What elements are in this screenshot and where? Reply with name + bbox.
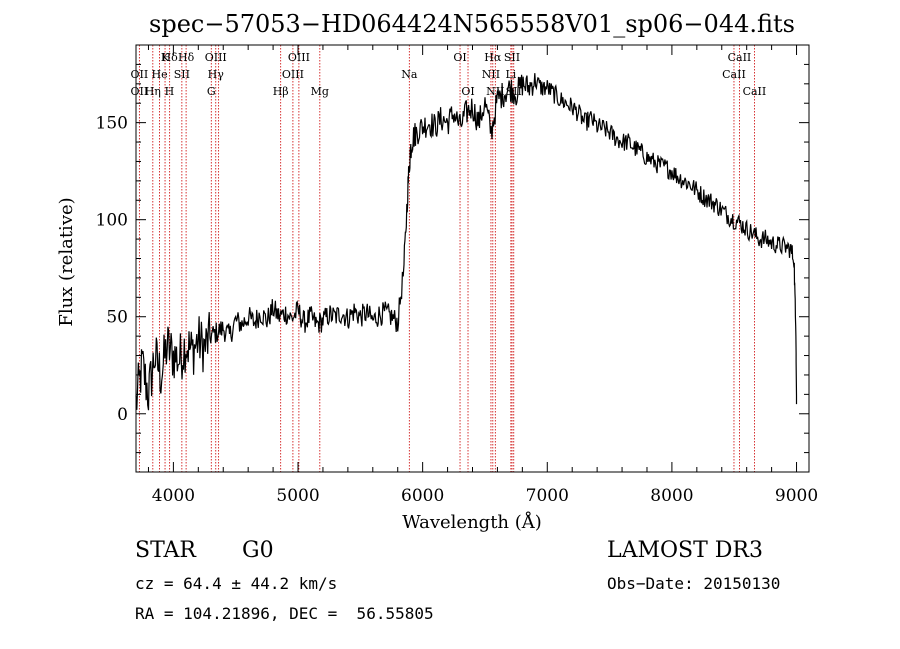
line-label: SII (504, 51, 520, 64)
y-tick-label: 50 (106, 308, 128, 328)
line-label: CaII (728, 51, 752, 64)
line-label: SII (174, 68, 190, 81)
line-label: CaII (743, 85, 767, 98)
x-tick-label: 4000 (152, 486, 195, 506)
line-label: OIII (205, 51, 227, 64)
line-label: Hγ (208, 68, 225, 81)
redshift-cz: cz = 64.4 ± 44.2 km/s (135, 574, 338, 593)
line-label: Hα (484, 51, 502, 64)
object-class: STAR (135, 538, 196, 563)
line-label: OI (453, 51, 466, 64)
y-axis-ticks: 0 50 100 150 (96, 63, 809, 454)
line-label: Hβ (273, 85, 289, 98)
chart-title: spec−57053−HD064424N565558V01_sp06−044.f… (149, 10, 795, 38)
line-label: Hδ (178, 51, 195, 64)
x-axis-ticks: 4000 5000 6000 7000 8000 9000 (147, 45, 818, 506)
spectrum-line (135, 73, 798, 411)
y-axis-label: Flux (relative) (56, 197, 77, 326)
obs-date: Obs−Date: 20150130 (607, 574, 781, 593)
line-label: CaII (722, 68, 746, 81)
subclass: G0 (242, 538, 274, 563)
line-label: He (152, 68, 168, 81)
x-tick-label: 5000 (276, 486, 319, 506)
line-label: G (207, 85, 216, 98)
y-tick-label: 150 (96, 114, 128, 134)
line-label: NII (482, 68, 500, 81)
coordinates: RA = 104.21896, DEC = 56.55805 (135, 604, 434, 623)
y-tick-label: 0 (117, 405, 128, 425)
line-label: H (165, 85, 175, 98)
y-tick-label: 100 (96, 211, 128, 231)
line-label: OII (131, 68, 149, 81)
line-label: OII (131, 85, 149, 98)
line-label: Na (401, 68, 418, 81)
x-axis-label: Wavelength (Å) (402, 511, 542, 533)
x-tick-label: 9000 (775, 486, 818, 506)
x-tick-label: 6000 (401, 486, 444, 506)
line-label: Hη (145, 85, 161, 98)
line-label: Mg (311, 85, 329, 98)
spectral-line-markers (138, 45, 755, 472)
line-label: OI (461, 85, 474, 98)
line-label: Hδ (162, 51, 179, 64)
x-tick-label: 8000 (650, 486, 693, 506)
line-label: OIII (282, 68, 304, 81)
line-label: OIII (288, 51, 310, 64)
x-tick-label: 7000 (526, 486, 569, 506)
line-label: K (161, 51, 170, 64)
survey-name: LAMOST DR3 (607, 538, 763, 563)
line-label: Li (505, 68, 516, 81)
